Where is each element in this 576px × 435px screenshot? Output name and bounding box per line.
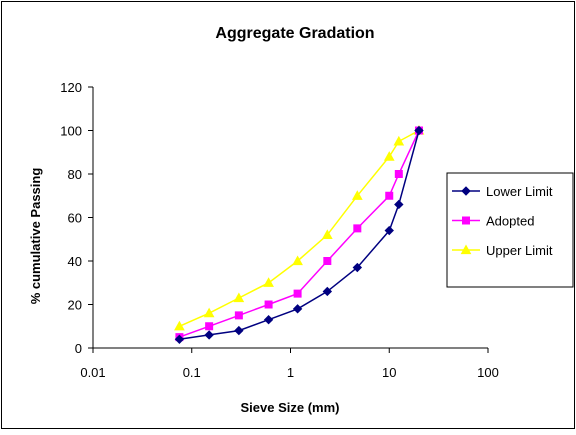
data-point <box>394 199 404 210</box>
data-point <box>414 125 424 136</box>
legend: Lower Limit Adopted Upper Limit <box>446 172 574 288</box>
x-tick-label: 10 <box>382 365 396 380</box>
data-point <box>393 135 405 146</box>
data-point <box>323 257 332 265</box>
y-tick-label: 40 <box>68 254 82 269</box>
series-line <box>179 130 420 341</box>
data-point <box>383 151 395 161</box>
x-tick-label: 1 <box>287 365 294 380</box>
y-tick-label: 60 <box>68 211 82 226</box>
legend-label: Adopted <box>486 214 534 229</box>
legend-item: Upper Limit <box>452 243 553 258</box>
series-adopted <box>175 126 423 342</box>
data-point <box>204 330 214 340</box>
legend-label: Upper Limit <box>486 243 553 258</box>
legend-marker <box>462 216 470 225</box>
data-point <box>321 229 333 239</box>
data-point <box>234 311 243 320</box>
data-point <box>394 170 403 178</box>
data-point <box>205 322 214 331</box>
data-point <box>263 277 274 287</box>
y-axis-label: % cumulative Passing <box>28 168 43 305</box>
x-axis-ticks: 0.01 0.1 1 10 100 <box>80 348 499 380</box>
series-line <box>179 129 420 327</box>
legend-label: Lower Limit <box>486 184 553 199</box>
legend-item: Lower Limit <box>452 184 553 199</box>
series-line <box>179 130 420 338</box>
data-point <box>292 255 303 266</box>
data-point <box>264 300 273 309</box>
y-tick-label: 80 <box>68 167 82 182</box>
data-point <box>293 289 302 298</box>
data-point <box>174 320 185 331</box>
y-tick-label: 20 <box>68 298 82 313</box>
data-point <box>385 191 394 200</box>
data-point <box>174 334 185 345</box>
series-upper-limit <box>174 124 425 331</box>
data-point <box>234 325 244 336</box>
x-tick-label: 100 <box>477 365 499 380</box>
data-point <box>322 286 333 297</box>
y-tick-label: 0 <box>75 341 82 356</box>
legend-marker <box>461 186 471 196</box>
data-point <box>351 190 363 200</box>
data-point <box>384 225 394 236</box>
y-tick-label: 120 <box>60 80 82 95</box>
legend-item: Adopted <box>452 214 534 229</box>
series-layer <box>174 124 425 345</box>
y-axis-ticks: 0 20 40 60 80 100 120 <box>60 80 93 356</box>
chart-title: Aggregate Gradation <box>215 25 374 42</box>
legend-marker <box>460 244 472 255</box>
data-point <box>352 262 363 273</box>
data-point <box>353 224 362 233</box>
x-tick-label: 0.01 <box>80 365 105 380</box>
series-lower-limit <box>174 125 424 345</box>
y-tick-label: 100 <box>60 124 82 139</box>
x-tick-label: 0.1 <box>183 365 201 380</box>
x-axis-label: Sieve Size (mm) <box>241 400 340 415</box>
data-point <box>263 315 274 325</box>
data-point <box>233 292 245 303</box>
data-point <box>292 304 303 314</box>
data-point <box>203 307 215 318</box>
